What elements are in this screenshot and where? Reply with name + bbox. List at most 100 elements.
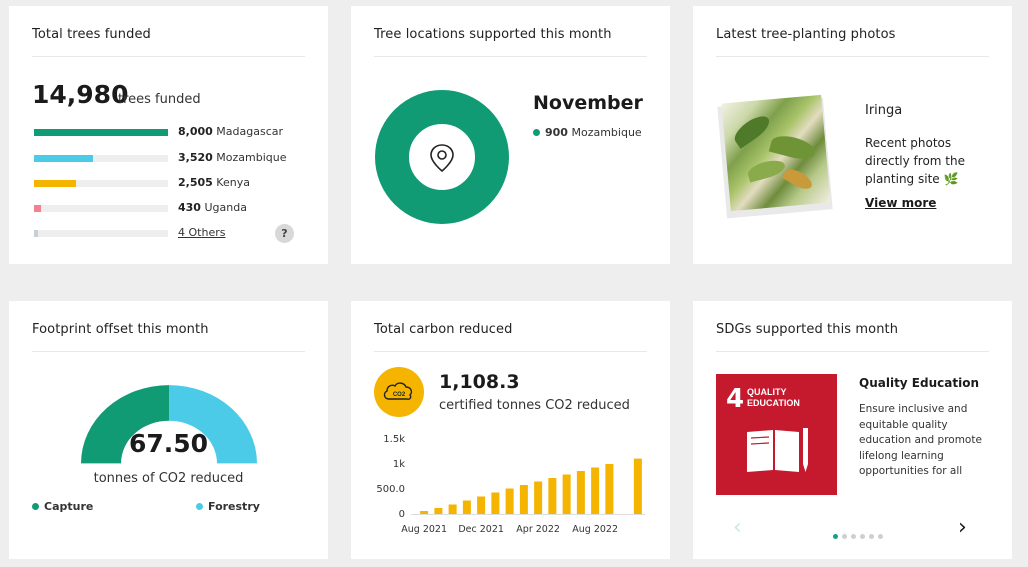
trees-total: 14,980 [32, 80, 129, 109]
open-book-pencil-icon [747, 428, 808, 472]
trees-total-unit: trees funded [118, 92, 201, 107]
legend-item-forestry: Forestry [196, 500, 260, 513]
chevron-right-icon[interactable]: › [958, 515, 967, 540]
carbon-unit: certified tonnes CO2 reduced [439, 398, 630, 413]
country-count: 8,000 [178, 125, 213, 138]
legend-label: Forestry [208, 500, 260, 513]
photo-location: Iringa [865, 103, 903, 118]
carousel-dot[interactable] [860, 534, 865, 539]
country-name: Mozambique [216, 151, 287, 164]
carbon-bar [576, 471, 585, 514]
chevron-left-icon[interactable]: ‹ [733, 515, 742, 540]
legend-dot [32, 502, 39, 510]
sdg-goal-tile[interactable]: 4 QUALITY EDUCATION [716, 374, 837, 495]
bar-label: 3,520 Mozambique [178, 151, 287, 164]
location-donut [375, 90, 509, 224]
bar-fill [34, 180, 76, 187]
bar-fill [34, 155, 93, 162]
carousel-dot[interactable] [842, 534, 847, 539]
carbon-bar [448, 504, 457, 514]
bar-track [34, 230, 168, 237]
divider [32, 56, 305, 57]
carbon-bar [477, 496, 486, 514]
country-count: 430 [178, 201, 201, 214]
tree-locations-card: Tree locations supported this month Nove… [351, 6, 670, 264]
donut-segment-mozambique [375, 90, 509, 224]
country-bar-row: 4 Others [34, 226, 304, 240]
bar-fill [34, 230, 39, 237]
card-title: Latest tree-planting photos [716, 27, 896, 42]
divider [374, 56, 647, 57]
bar-label: 2,505 Kenya [178, 176, 250, 189]
gauge-unit: tonnes of CO2 reduced [93, 471, 244, 486]
bar-track [34, 155, 168, 162]
country-bar-row: 430 Uganda [34, 201, 304, 215]
country-name: Uganda [204, 201, 247, 214]
card-title: Tree locations supported this month [374, 27, 612, 42]
carbon-bar [548, 478, 557, 514]
help-icon[interactable]: ? [275, 224, 294, 243]
country-count: 3,520 [178, 151, 213, 164]
divider [716, 351, 989, 352]
carbon-bar [591, 467, 600, 514]
sdg-card: SDGs supported this month 4 QUALITY EDUC… [693, 301, 1012, 559]
footprint-gauge [81, 385, 257, 464]
y-tick-label: 1k [393, 459, 405, 470]
carbon-total: 1,108.3 [439, 371, 520, 393]
y-tick-label: 0 [399, 509, 405, 520]
sdg-goal-tile-label: QUALITY EDUCATION [747, 387, 800, 408]
bar-label: 430 Uganda [178, 201, 247, 214]
carousel-dot[interactable] [833, 534, 838, 539]
bar-label: 8,000 Madagascar [178, 125, 283, 138]
divider [32, 351, 305, 352]
divider [374, 351, 647, 352]
bar-label[interactable]: 4 Others [178, 226, 225, 239]
location-legend-item: 900 Mozambique [533, 126, 642, 139]
carbon-bar-chart: 1.5k 1k 500.0 0 Aug 2021 Dec 2021 Apr 2022 Aug … [376, 434, 645, 535]
footprint-card: Footprint offset this month 67.50 tonnes… [9, 301, 328, 559]
country-count: 2,505 [178, 176, 213, 189]
carousel-dot[interactable] [869, 534, 874, 539]
carousel-dot[interactable] [878, 534, 883, 539]
carbon-bar [605, 464, 614, 514]
carbon-bar [462, 500, 471, 514]
carbon-bar [505, 488, 514, 514]
y-tick-label: 1.5k [383, 434, 405, 445]
carousel-dot[interactable] [851, 534, 856, 539]
carousel-dots [833, 524, 887, 539]
co2-badge-text: CO2 [393, 392, 406, 398]
view-more-link[interactable]: View more [865, 196, 937, 210]
bar-fill [34, 205, 42, 212]
carbon-bar [562, 474, 571, 514]
tree-photos-card: Latest tree-planting photos Iringa Recen… [693, 6, 1012, 264]
month-name: November [533, 92, 643, 114]
legend-label: Capture [44, 500, 94, 513]
gauge-value: 67.50 [128, 429, 209, 458]
carbon-bar [633, 458, 642, 514]
x-tick-label: Dec 2021 [458, 524, 504, 535]
trees-funded-card: Total trees funded 14,980 trees funded 8… [9, 6, 328, 264]
sdg-description: Ensure inclusive and equitable quality e… [859, 403, 982, 477]
card-title: SDGs supported this month [716, 322, 899, 337]
legend-dot [196, 502, 203, 510]
country-name: Kenya [216, 176, 250, 189]
carbon-bar [534, 481, 543, 514]
bar-track [34, 205, 168, 212]
gauge-segment-forestry [169, 385, 257, 464]
country-bar-row: 3,520 Mozambique [34, 151, 304, 165]
card-title: Total trees funded [32, 27, 151, 42]
card-title: Footprint offset this month [32, 322, 209, 337]
bar-fill [34, 129, 168, 136]
x-tick-label: Aug 2022 [572, 524, 618, 535]
legend-item-capture: Capture [32, 500, 93, 513]
sdg-heading: Quality Education [859, 376, 979, 390]
others-link: 4 Others [178, 226, 226, 239]
map-pin-icon [430, 144, 454, 173]
legend-country: Mozambique [571, 126, 642, 139]
carbon-card: Total carbon reduced CO2 1,108.3 certifi… [351, 301, 670, 559]
carbon-bar [420, 511, 429, 514]
y-tick-label: 500.0 [376, 484, 405, 495]
planting-photo[interactable] [721, 94, 831, 212]
photo-description: Recent photos directly from the planting… [865, 136, 965, 186]
sdg-goal-number: 4 [726, 384, 745, 414]
